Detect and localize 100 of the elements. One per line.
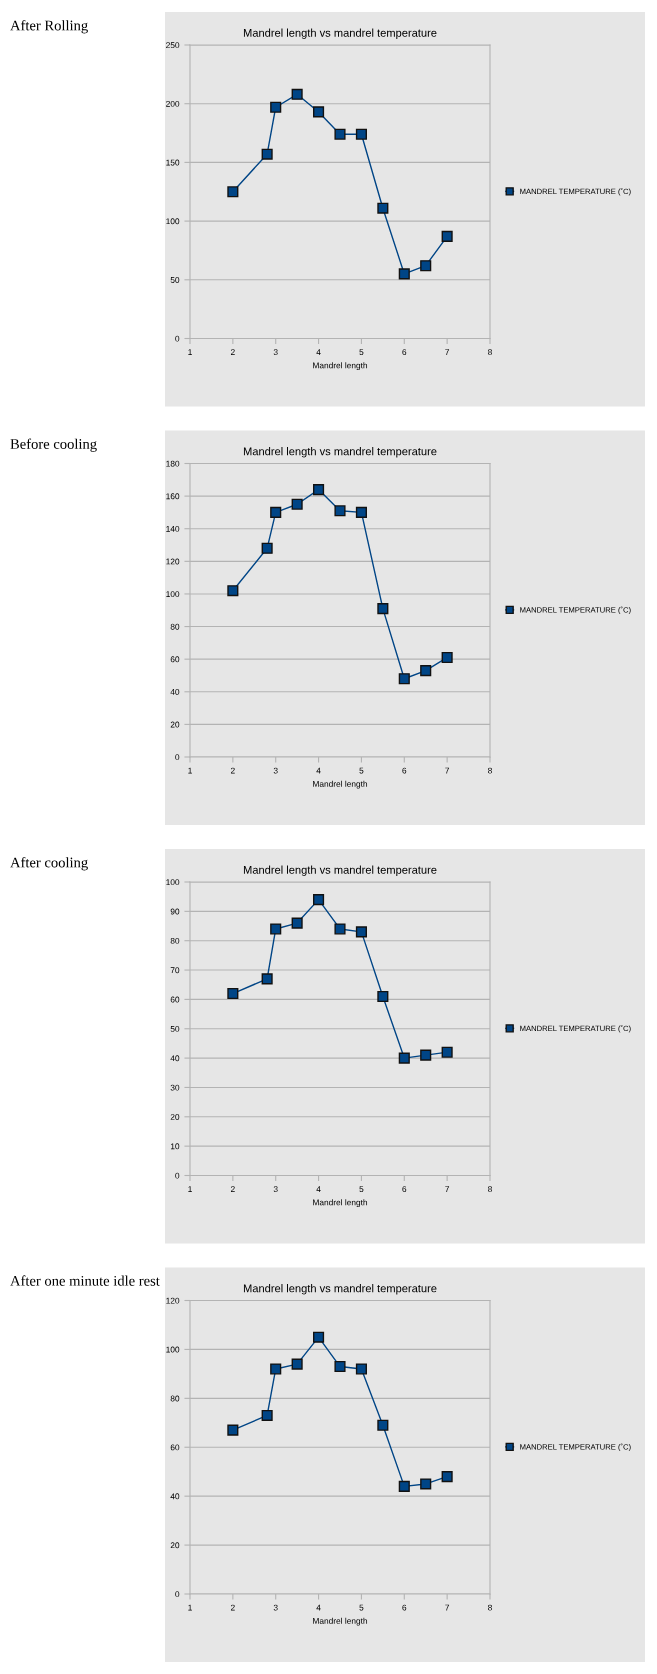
y-tick-label: 100 bbox=[166, 879, 180, 886]
text: After one minute idle rest bbox=[10, 1275, 160, 1286]
point bbox=[227, 987, 239, 1000]
y-tick-label: 40 bbox=[170, 688, 180, 695]
point bbox=[420, 260, 432, 272]
x-tick-label: 5 bbox=[359, 349, 364, 356]
point bbox=[355, 926, 367, 938]
y-tick-label: 140 bbox=[166, 525, 180, 532]
point bbox=[377, 603, 389, 615]
x-tick-label: 1 bbox=[188, 767, 192, 774]
y-tick-label: 40 bbox=[170, 1493, 180, 1500]
y-tick-label: 20 bbox=[170, 1114, 180, 1120]
y-tick-label: 180 bbox=[166, 460, 180, 467]
y-tick-label: 60 bbox=[170, 996, 180, 1003]
point bbox=[355, 128, 367, 140]
point bbox=[377, 1419, 389, 1431]
y-tick-label: 10 bbox=[170, 1143, 180, 1150]
y-tick-label: 90 bbox=[170, 908, 180, 915]
y-tick-label: 160 bbox=[166, 493, 180, 500]
point bbox=[441, 1471, 453, 1483]
x-tick-label: 8 bbox=[488, 1604, 492, 1611]
point bbox=[313, 1331, 325, 1343]
point bbox=[291, 1358, 303, 1370]
x-tick-label: 5 bbox=[359, 767, 364, 774]
x-tick-label: 3 bbox=[273, 1186, 278, 1193]
x-tick-label: 6 bbox=[402, 1186, 407, 1193]
y-tick-label: 30 bbox=[170, 1084, 180, 1091]
y-tick-label: 60 bbox=[170, 656, 180, 663]
point bbox=[334, 128, 346, 140]
point bbox=[261, 1409, 273, 1422]
x-tick-label: 6 bbox=[402, 767, 407, 774]
point bbox=[441, 230, 453, 242]
x-tick-label: 7 bbox=[445, 349, 450, 355]
x-tick-label: 5 bbox=[359, 1604, 364, 1611]
x-axis-title: Mandrel length bbox=[313, 1199, 368, 1208]
y-tick-label: 150 bbox=[166, 159, 180, 166]
y-tick-label: 250 bbox=[166, 42, 180, 49]
x-tick-label: 8 bbox=[488, 1186, 492, 1193]
point bbox=[398, 1480, 410, 1492]
x-tick-label: 6 bbox=[402, 349, 407, 356]
point bbox=[227, 186, 239, 198]
y-tick-label: 100 bbox=[166, 1346, 180, 1353]
y-tick-label: 100 bbox=[166, 218, 180, 225]
y-tick-label: 0 bbox=[175, 335, 180, 342]
y-tick-label: 40 bbox=[170, 1055, 180, 1062]
x-tick-label: 3 bbox=[273, 1604, 278, 1611]
x-tick-label: 4 bbox=[316, 1186, 321, 1192]
point bbox=[398, 673, 410, 685]
point bbox=[355, 1363, 367, 1375]
x-axis-title: Mandrel length bbox=[313, 362, 368, 371]
y-tick-label: 100 bbox=[166, 591, 180, 598]
x-tick-label: 1 bbox=[188, 1604, 192, 1611]
chart-title: Mandrel length vs mandrel temperature bbox=[243, 447, 437, 458]
x-tick-label: 1 bbox=[188, 349, 192, 355]
point bbox=[441, 1046, 453, 1058]
point bbox=[420, 1478, 432, 1490]
point bbox=[261, 542, 273, 554]
x-tick-label: 3 bbox=[273, 767, 278, 774]
x-tick-label: 8 bbox=[488, 349, 492, 356]
point bbox=[270, 506, 282, 518]
point bbox=[291, 498, 303, 510]
point bbox=[291, 917, 303, 929]
y-tick-label: 60 bbox=[170, 1444, 180, 1451]
y-tick-label: 200 bbox=[166, 100, 180, 107]
x-tick-label: 8 bbox=[488, 767, 492, 774]
x-tick-label: 7 bbox=[445, 1186, 450, 1192]
x-tick-label: 7 bbox=[445, 1604, 450, 1611]
x-tick-label: 4 bbox=[316, 1604, 321, 1611]
x-tick-label: 2 bbox=[230, 767, 235, 774]
text: After cooling bbox=[10, 857, 88, 871]
x-tick-label: 3 bbox=[273, 349, 278, 356]
x-tick-label: 7 bbox=[445, 767, 450, 774]
point bbox=[261, 148, 273, 160]
point bbox=[334, 1360, 346, 1373]
point bbox=[398, 1052, 410, 1064]
y-tick-label: 0 bbox=[175, 1172, 180, 1179]
y-tick-label: 70 bbox=[170, 967, 180, 974]
x-tick-label: 4 bbox=[316, 349, 321, 355]
point bbox=[227, 585, 239, 597]
point bbox=[398, 268, 410, 280]
x-tick-label: 6 bbox=[402, 1604, 407, 1611]
point bbox=[420, 1049, 432, 1061]
chart-title: Mandrel length vs mandrel temperature bbox=[243, 1284, 437, 1295]
point bbox=[334, 505, 346, 517]
y-tick-label: 0 bbox=[175, 1591, 180, 1598]
point bbox=[377, 202, 389, 214]
point bbox=[313, 106, 325, 118]
y-tick-label: 20 bbox=[170, 721, 180, 728]
y-tick-label: 80 bbox=[170, 623, 180, 630]
x-tick-label: 1 bbox=[188, 1186, 192, 1192]
x-tick-label: 5 bbox=[359, 1186, 364, 1193]
point bbox=[291, 88, 303, 100]
x-tick-label: 4 bbox=[316, 767, 321, 774]
chart-title: Mandrel length vs mandrel temperature bbox=[243, 28, 437, 39]
chart-title: Mandrel length vs mandrel temperature bbox=[243, 865, 437, 876]
point bbox=[420, 665, 432, 677]
point bbox=[313, 894, 325, 906]
point bbox=[270, 923, 282, 935]
point bbox=[441, 651, 453, 664]
point bbox=[227, 1424, 239, 1436]
